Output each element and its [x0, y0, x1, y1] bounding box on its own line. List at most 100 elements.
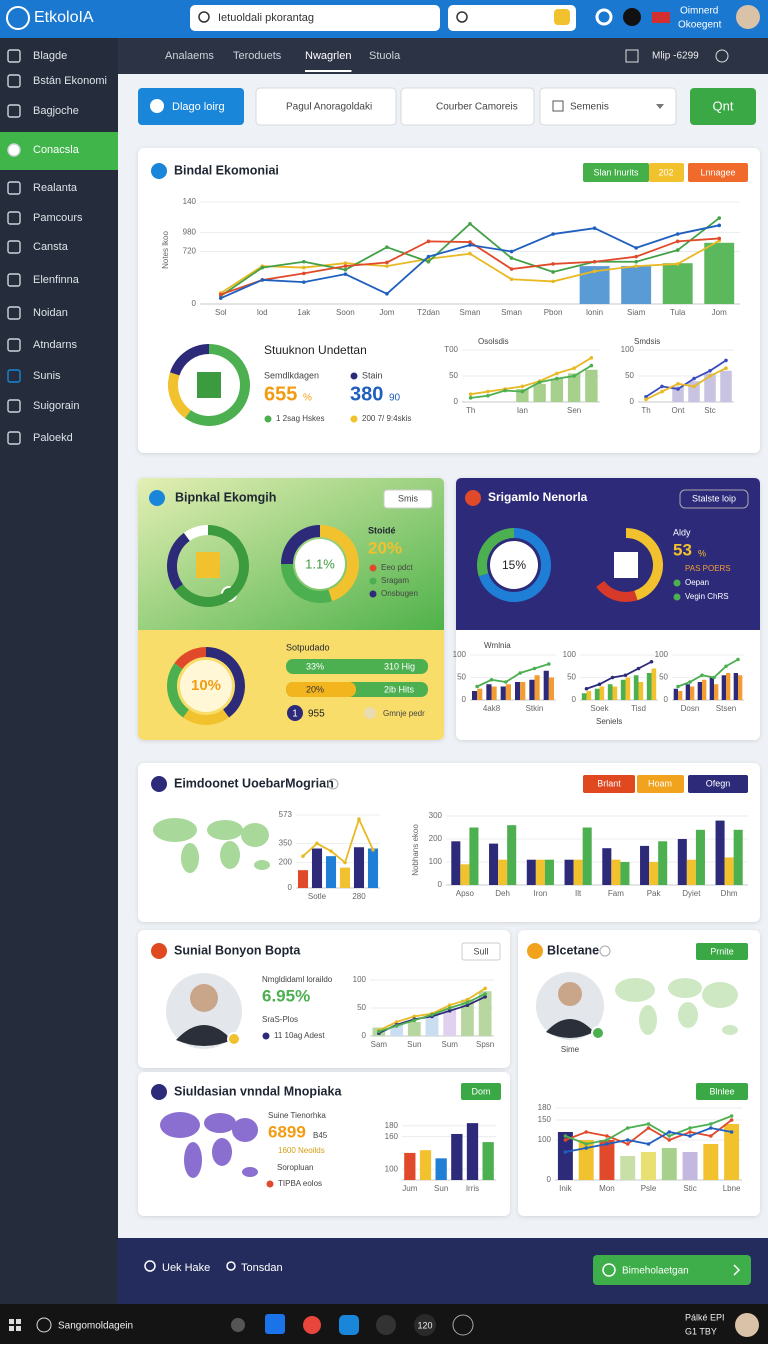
app-icon[interactable] [554, 9, 570, 25]
sidebar-icon[interactable] [7, 181, 21, 195]
line-point [343, 860, 347, 865]
taskbar-icon[interactable] [376, 1315, 396, 1335]
x-tick-label: Fam [608, 889, 624, 898]
sidebar-item[interactable]: Elenfinna [33, 274, 80, 286]
info-icon[interactable] [327, 778, 339, 790]
sidebar-icon[interactable] [7, 306, 21, 320]
sidebar-item[interactable]: Pamcours [33, 212, 83, 224]
search-box[interactable] [190, 5, 440, 31]
clock: G1 TBY [685, 1326, 717, 1336]
sidebar-item[interactable]: Conacsla [33, 144, 80, 156]
badge[interactable] [688, 163, 748, 182]
footer-search[interactable]: Tonsdan [241, 1262, 283, 1274]
bar [543, 670, 549, 700]
footer-search[interactable]: Uek Hake [162, 1262, 210, 1274]
sidebar-icon[interactable] [7, 49, 21, 63]
primary-button[interactable] [138, 88, 244, 125]
sidebar-icon[interactable] [7, 143, 21, 157]
taskbar-icon[interactable] [339, 1315, 359, 1335]
progress-right: 310 Hig [384, 661, 415, 671]
sidebar-item[interactable]: Bstán Ekonomi [33, 75, 107, 87]
info-icon[interactable] [599, 945, 611, 957]
bar [425, 1013, 439, 1036]
badge[interactable] [461, 1083, 501, 1100]
badge[interactable] [461, 942, 501, 961]
donut-segment [281, 525, 321, 565]
settings-icon[interactable] [595, 8, 613, 26]
sidebar-icon[interactable] [7, 104, 21, 118]
taskbar-icon[interactable] [414, 1314, 436, 1336]
sidebar-item[interactable]: Blagde [33, 50, 67, 62]
legend-text: Onsbugen [381, 589, 418, 598]
line-point [486, 393, 490, 398]
badge[interactable] [696, 1083, 748, 1100]
bar [419, 1150, 432, 1180]
sidebar-item[interactable]: Bagjoche [33, 105, 79, 117]
sidebar-item[interactable]: Atndarns [33, 339, 78, 351]
line-point [709, 1122, 713, 1126]
x-tick-label: Jum [402, 1184, 417, 1193]
sidebar-item[interactable]: Suigorain [33, 400, 79, 412]
sidebar-item[interactable]: Realanta [33, 182, 78, 194]
flag-icon[interactable] [652, 12, 670, 23]
action-icon[interactable] [364, 707, 376, 719]
sidebar-icon[interactable] [7, 273, 21, 287]
taskbar-avatar[interactable] [735, 1313, 759, 1337]
badge[interactable] [383, 489, 433, 509]
bar [578, 1140, 594, 1180]
calendar-icon[interactable] [625, 49, 639, 63]
taskbar-app[interactable]: Sangomoldagein [58, 1321, 133, 1332]
sidebar-item[interactable]: Paloekd [33, 432, 73, 444]
legend-dot [369, 590, 377, 598]
badge[interactable] [637, 775, 684, 793]
badge[interactable] [583, 775, 635, 793]
badge[interactable] [649, 163, 684, 182]
sidebar-icon[interactable] [7, 431, 21, 445]
sidebar-item[interactable]: Sunis [33, 370, 61, 382]
search-box-2[interactable] [448, 5, 576, 31]
sidebar-icon[interactable] [7, 338, 21, 352]
badge[interactable] [696, 943, 748, 960]
search-input[interactable] [255, 87, 397, 126]
x-tick-label: Stkin [526, 704, 544, 713]
action-text[interactable]: Gmnje pedr [383, 709, 425, 718]
badge[interactable] [583, 163, 649, 182]
bar [586, 691, 592, 700]
tab[interactable]: Analaems [165, 50, 214, 62]
x-tick-label: Inik [559, 1184, 572, 1193]
submit-button[interactable] [690, 88, 756, 125]
sidebar-icon[interactable] [7, 74, 21, 88]
user-avatar[interactable] [736, 5, 760, 29]
sidebar-icon[interactable] [7, 399, 21, 413]
taskbar-icon[interactable] [265, 1314, 285, 1334]
donut-center [490, 541, 538, 589]
footer-button[interactable] [593, 1255, 751, 1285]
taskbar-icon[interactable] [231, 1318, 245, 1332]
sidebar-item[interactable]: Noidan [33, 307, 68, 319]
sidebar-item[interactable]: Cansta [33, 241, 69, 253]
taskbar-icon[interactable] [452, 1314, 474, 1336]
line-point [551, 279, 555, 284]
bar [544, 859, 554, 885]
bar [612, 686, 618, 700]
sidebar [0, 38, 118, 1304]
notification-icon[interactable] [623, 8, 641, 26]
sidebar-icon[interactable] [7, 240, 21, 254]
tab[interactable]: Nwagrlen [305, 50, 351, 62]
badge[interactable] [688, 775, 748, 793]
tab[interactable]: Stuola [369, 50, 401, 62]
checkbox[interactable] [552, 100, 564, 112]
search-input[interactable] [400, 87, 535, 126]
bar [651, 668, 657, 700]
line-point [708, 374, 712, 378]
badge[interactable] [679, 489, 749, 509]
start-icon[interactable] [9, 1319, 21, 1331]
search-icon[interactable] [36, 1317, 52, 1333]
sidebar-icon[interactable] [7, 369, 21, 383]
sidebar-icon[interactable] [7, 211, 21, 225]
taskbar-icon[interactable] [303, 1316, 321, 1334]
x-tick-label: Siam [627, 308, 646, 317]
info-icon[interactable] [715, 49, 729, 63]
tab[interactable]: Teroduets [233, 50, 282, 62]
select[interactable] [539, 87, 677, 126]
